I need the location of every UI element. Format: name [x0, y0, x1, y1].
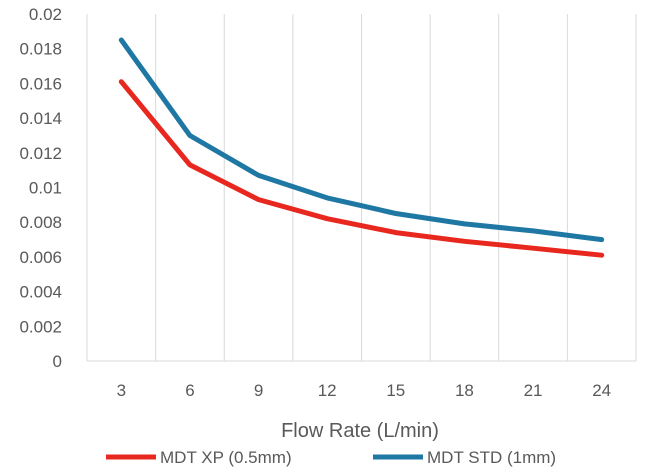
- x-tick-label: 3: [117, 381, 126, 400]
- x-tick-label: 12: [318, 381, 337, 400]
- x-axis-title: Flow Rate (L/min): [281, 420, 439, 442]
- legend-label: MDT STD (1mm): [427, 448, 556, 467]
- x-tick-label: 15: [386, 381, 405, 400]
- series-line-1: [118, 37, 605, 243]
- x-tick-label: 9: [254, 381, 263, 400]
- legend: MDT XP (0.5mm) MDT STD (1mm): [106, 448, 556, 467]
- y-tick-label: 0.018: [19, 40, 62, 59]
- legend-label: MDT XP (0.5mm): [160, 448, 292, 467]
- x-axis-ticks: 3 6 9 12 15 18 21 24: [117, 381, 612, 400]
- y-tick-label: 0.014: [19, 109, 62, 128]
- x-tick-label: 24: [592, 381, 611, 400]
- x-tick-label: 18: [455, 381, 474, 400]
- gridlines: [86, 14, 637, 361]
- y-tick-label: 0.008: [19, 213, 62, 232]
- x-tick-label: 6: [185, 381, 194, 400]
- y-tick-label: 0: [53, 352, 62, 371]
- y-tick-label: 0.004: [19, 283, 62, 302]
- legend-item-1: MDT STD (1mm): [373, 448, 556, 467]
- legend-item-0: MDT XP (0.5mm): [106, 448, 292, 467]
- y-tick-label: 0.016: [19, 74, 62, 93]
- y-tick-label: 0.01: [29, 179, 62, 198]
- x-tick-label: 21: [524, 381, 543, 400]
- y-tick-label: 0.012: [19, 144, 62, 163]
- y-axis-ticks: 0 0.002 0.004 0.006 0.008 0.01 0.012 0.014 0.016…: [19, 5, 62, 371]
- series-lines: [118, 37, 605, 258]
- y-tick-label: 0.002: [19, 317, 62, 336]
- y-tick-label: 0.006: [19, 248, 62, 267]
- series-line-0: [118, 79, 605, 258]
- y-tick-label: 0.02: [29, 5, 62, 24]
